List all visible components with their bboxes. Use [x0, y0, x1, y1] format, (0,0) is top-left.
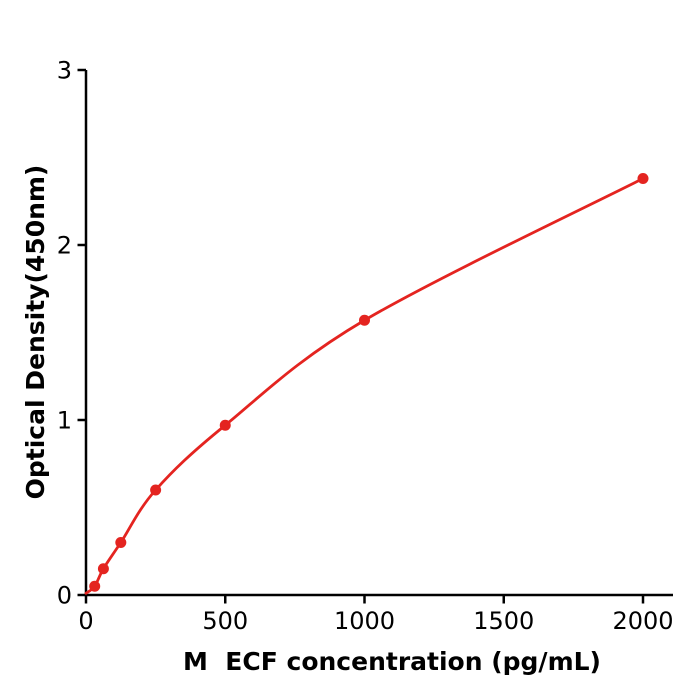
data-point-marker — [359, 314, 370, 326]
y-tick-label: 3 — [57, 57, 72, 85]
x-tick-label: 1000 — [334, 607, 395, 635]
plot-area: 0 1 2 3 0 500 1000 1500 2000 — [57, 57, 674, 636]
y-tick-label: 0 — [57, 582, 72, 610]
x-tick-label: 500 — [202, 607, 248, 635]
x-tick-label: 0 — [78, 607, 93, 635]
data-point-marker — [637, 173, 649, 184]
x-axis-title: M ECF concentration (pg/mL) — [183, 647, 601, 676]
data-point-marker — [150, 484, 162, 496]
data-point-marker — [89, 580, 101, 592]
x-tick-label: 1500 — [473, 607, 534, 635]
y-tick-label: 1 — [57, 407, 72, 435]
y-tick-label: 2 — [57, 232, 72, 260]
x-tick-label: 2000 — [612, 607, 673, 635]
data-point-marker — [219, 419, 231, 431]
data-point-marker — [115, 537, 127, 548]
data-point-marker — [97, 563, 109, 575]
standard-curve-line — [84, 177, 645, 595]
y-axis-title: Optical Density(450nm) — [21, 165, 50, 500]
